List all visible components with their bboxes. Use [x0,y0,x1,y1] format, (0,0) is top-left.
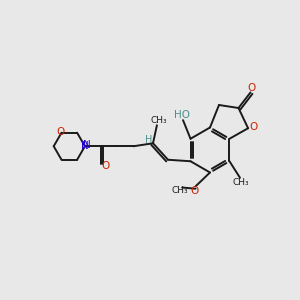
Text: HO: HO [173,110,190,120]
Text: CH₃: CH₃ [171,186,188,195]
Text: N: N [81,141,89,151]
Text: N: N [83,140,91,150]
Text: CH₃: CH₃ [150,116,167,125]
Text: O: O [101,161,109,171]
Text: CH₃: CH₃ [232,178,249,187]
Text: O: O [190,186,199,197]
Text: H: H [145,135,152,145]
Text: O: O [248,82,256,93]
Text: O: O [57,127,65,137]
Text: O: O [249,122,258,132]
